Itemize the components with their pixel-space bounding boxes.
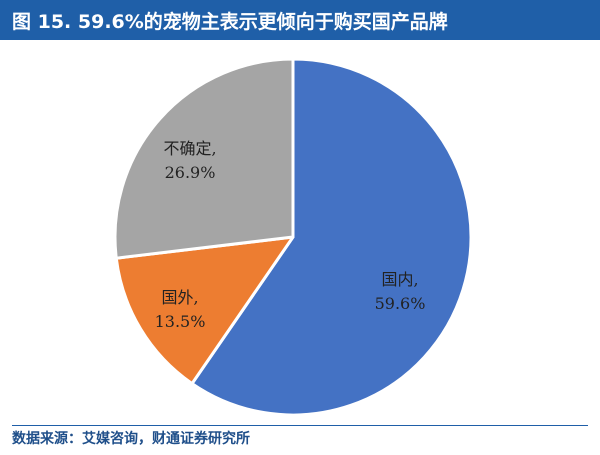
pie-slice-3 — [113, 57, 295, 260]
slice-value-1: 59.6% — [375, 294, 426, 313]
slice-value-2: 13.5% — [155, 312, 206, 331]
source-note: 数据来源：艾媒咨询，财通证券研究所 — [12, 431, 250, 447]
slice-label-1: 国内, — [381, 270, 418, 289]
slice-label-2: 国外, — [161, 288, 198, 307]
pie-slice-2 — [114, 235, 295, 386]
figure-title: 图 15. 59.6%的宠物主表示更倾向于购买国产品牌 — [0, 0, 600, 40]
pie-chart-svg: 国内, 59.6% 国外, 13.5% 不确定, 26.9% — [113, 57, 473, 417]
source-divider — [12, 425, 588, 426]
pie-chart: 国内, 59.6% 国外, 13.5% 不确定, 26.9% — [0, 40, 600, 425]
slice-value-3: 26.9% — [165, 163, 216, 182]
slice-label-3: 不确定, — [163, 139, 216, 158]
figure-title-text: 图 15. 59.6%的宠物主表示更倾向于购买国产品牌 — [12, 10, 448, 33]
pie-slice-1 — [190, 57, 473, 417]
